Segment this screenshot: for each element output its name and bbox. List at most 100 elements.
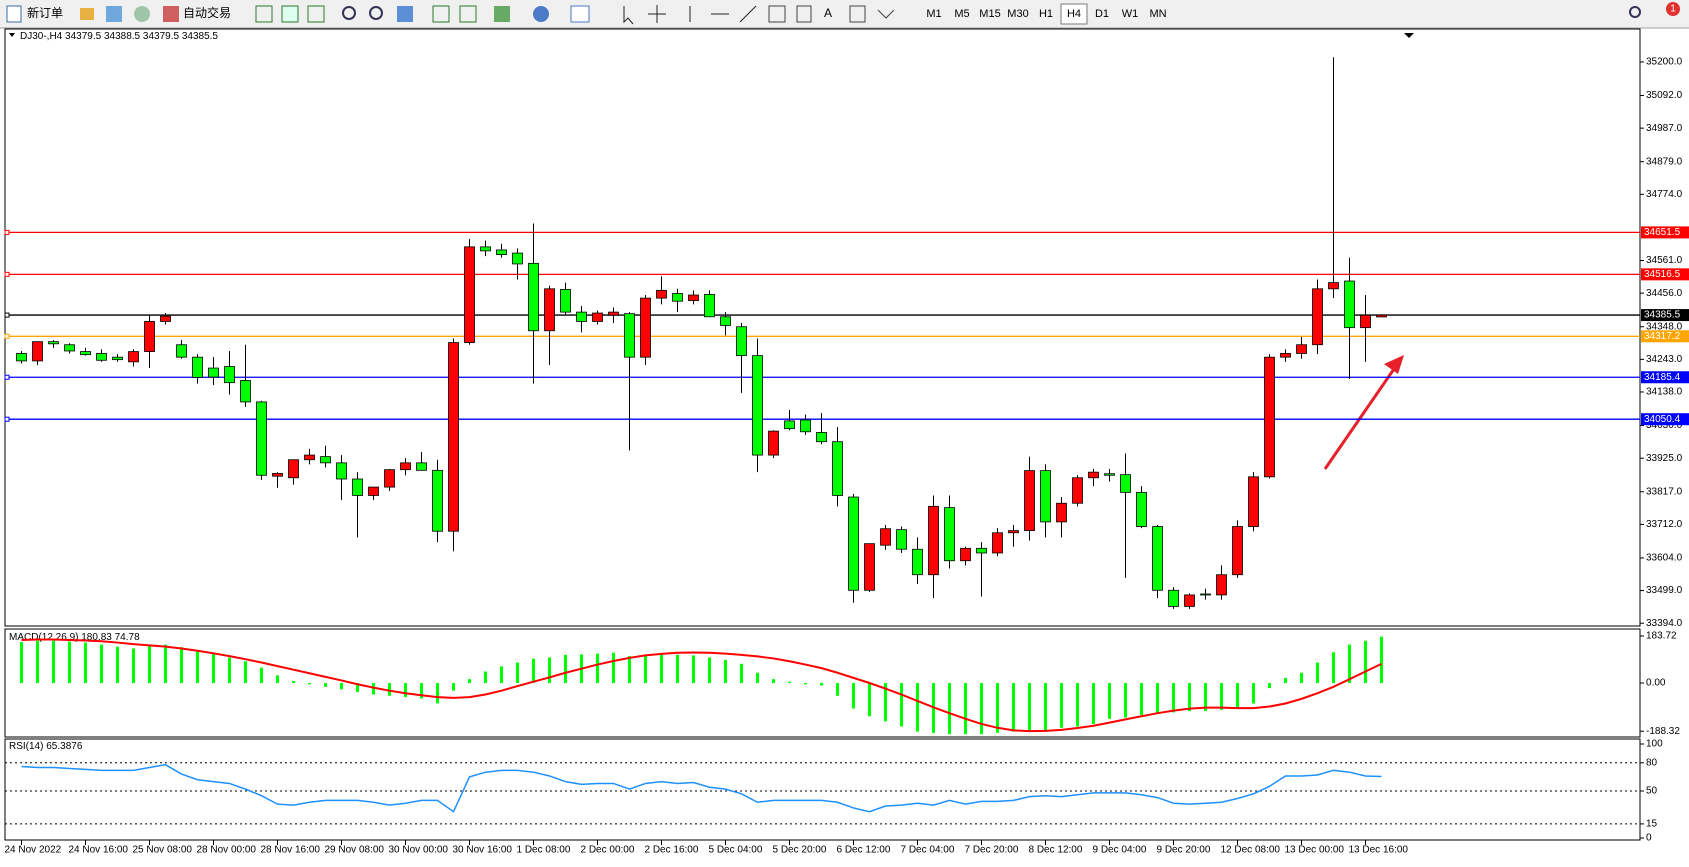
y-tick-label: 15	[1646, 819, 1658, 830]
macd-bar	[548, 657, 551, 683]
y-tick-label: 80	[1646, 757, 1658, 768]
timeframe-button[interactable]: M30	[1007, 8, 1028, 20]
x-tick-label: 6 Dec 12:00	[837, 845, 891, 856]
shift-marker	[1404, 33, 1414, 38]
macd-bar	[612, 652, 615, 683]
text-tool[interactable]: A	[824, 6, 832, 20]
x-tick-label: 2 Dec 16:00	[645, 845, 699, 856]
arrows-icon[interactable]	[877, 9, 895, 19]
candle-body	[528, 262, 539, 332]
candle-body	[1168, 589, 1179, 607]
y-tick-label: 100	[1646, 739, 1663, 750]
indicator-icon[interactable]	[494, 6, 510, 22]
macd-bar	[388, 683, 391, 696]
candle-body	[80, 351, 91, 356]
candle-body	[352, 478, 363, 496]
macd-bar	[772, 679, 775, 683]
macd-bar	[164, 644, 167, 683]
macd-bar	[1188, 683, 1191, 712]
timeframe-button[interactable]: D1	[1095, 8, 1109, 20]
timeframe-button[interactable]: W1	[1122, 8, 1139, 20]
timeframe-button[interactable]: M15	[979, 8, 1000, 20]
chart-header: DJ30-,H4 34379.5 34388.5 34379.5 34385.5	[20, 31, 218, 42]
tool-icon[interactable]	[80, 8, 94, 20]
candle-body	[1008, 530, 1019, 534]
macd-bar	[868, 683, 871, 717]
candle-body	[544, 288, 555, 332]
candle-body	[208, 367, 219, 378]
channel-icon[interactable]	[768, 5, 786, 23]
level-handle	[4, 416, 10, 422]
candle-body	[464, 246, 475, 343]
y-tick-label: 33394.0	[1646, 618, 1683, 629]
timeframe-button[interactable]: M1	[926, 8, 941, 20]
macd-bar	[260, 667, 263, 683]
candle-body	[944, 507, 955, 562]
auto-trade-icon[interactable]	[163, 6, 179, 22]
candle-body	[160, 315, 171, 322]
search-icon[interactable]	[1629, 6, 1641, 18]
y-tick-label: 50	[1646, 786, 1658, 797]
zoom-out-icon[interactable]	[369, 6, 383, 20]
candle-body	[128, 351, 139, 363]
cursor-icon[interactable]	[623, 6, 634, 25]
level-label: 34050.4	[1644, 414, 1681, 425]
timeframe-button[interactable]: H4	[1067, 8, 1081, 20]
macd-bar	[116, 646, 119, 683]
macd-bar	[244, 661, 247, 683]
timeframe-button[interactable]: H1	[1039, 8, 1053, 20]
crosshair-icon[interactable]	[648, 5, 666, 23]
candle-body	[1088, 471, 1099, 479]
tool-icon[interactable]	[255, 5, 273, 23]
zoom-in-icon[interactable]	[342, 6, 356, 20]
macd-bar	[468, 679, 471, 683]
macd-bar	[820, 683, 823, 686]
tool-icon[interactable]	[459, 5, 477, 23]
level-label: 34651.5	[1644, 227, 1681, 238]
tool-icon[interactable]	[432, 5, 450, 23]
macd-bar	[356, 683, 359, 692]
macd-bar	[1236, 683, 1239, 709]
tool-icon[interactable]	[106, 6, 122, 22]
macd-bar	[692, 655, 695, 683]
fibo-icon[interactable]	[796, 5, 812, 23]
x-tick-label: 24 Nov 2022	[5, 845, 62, 856]
candle-body	[304, 454, 315, 461]
candle-body	[1312, 288, 1323, 346]
macd-bar	[1316, 662, 1319, 683]
candle-body	[1104, 473, 1115, 476]
macd-bar	[324, 683, 327, 687]
candle-body	[1200, 593, 1211, 596]
candle-body	[192, 356, 203, 378]
macd-bar	[964, 683, 967, 735]
candle-body	[880, 528, 891, 546]
new-order-button[interactable]: 新订单	[27, 5, 63, 20]
macd-bar	[420, 683, 423, 699]
y-tick-label: 0.00	[1646, 678, 1666, 689]
candle-body	[1072, 477, 1083, 504]
trendline-icon[interactable]	[739, 5, 757, 23]
period-icon[interactable]	[533, 6, 549, 22]
y-tick-label: 33925.0	[1646, 453, 1683, 464]
toolbar-buttons: 新订单 自动交易 A 1	[6, 2, 1680, 25]
tile-icon[interactable]	[397, 6, 413, 22]
timeframe-button[interactable]: MN	[1149, 8, 1166, 20]
template-icon[interactable]	[570, 5, 590, 23]
tool-icon[interactable]	[307, 5, 325, 23]
candle-body	[1344, 280, 1355, 329]
macd-bar	[1044, 683, 1047, 731]
y-tick-label: 34138.0	[1646, 387, 1683, 398]
rsi-line	[21, 763, 1382, 813]
candle-body	[1024, 470, 1035, 531]
tool-icon[interactable]	[134, 6, 150, 22]
timeframe-button[interactable]: M5	[954, 8, 969, 20]
candle-body	[832, 441, 843, 496]
tool-icon[interactable]	[281, 5, 299, 23]
candle-body	[752, 355, 763, 456]
notification-badge[interactable]	[1666, 2, 1680, 16]
label-icon[interactable]	[849, 5, 866, 23]
level-label-box	[1641, 330, 1689, 343]
auto-trade-button[interactable]: 自动交易	[183, 5, 231, 20]
level-handle	[4, 333, 10, 339]
